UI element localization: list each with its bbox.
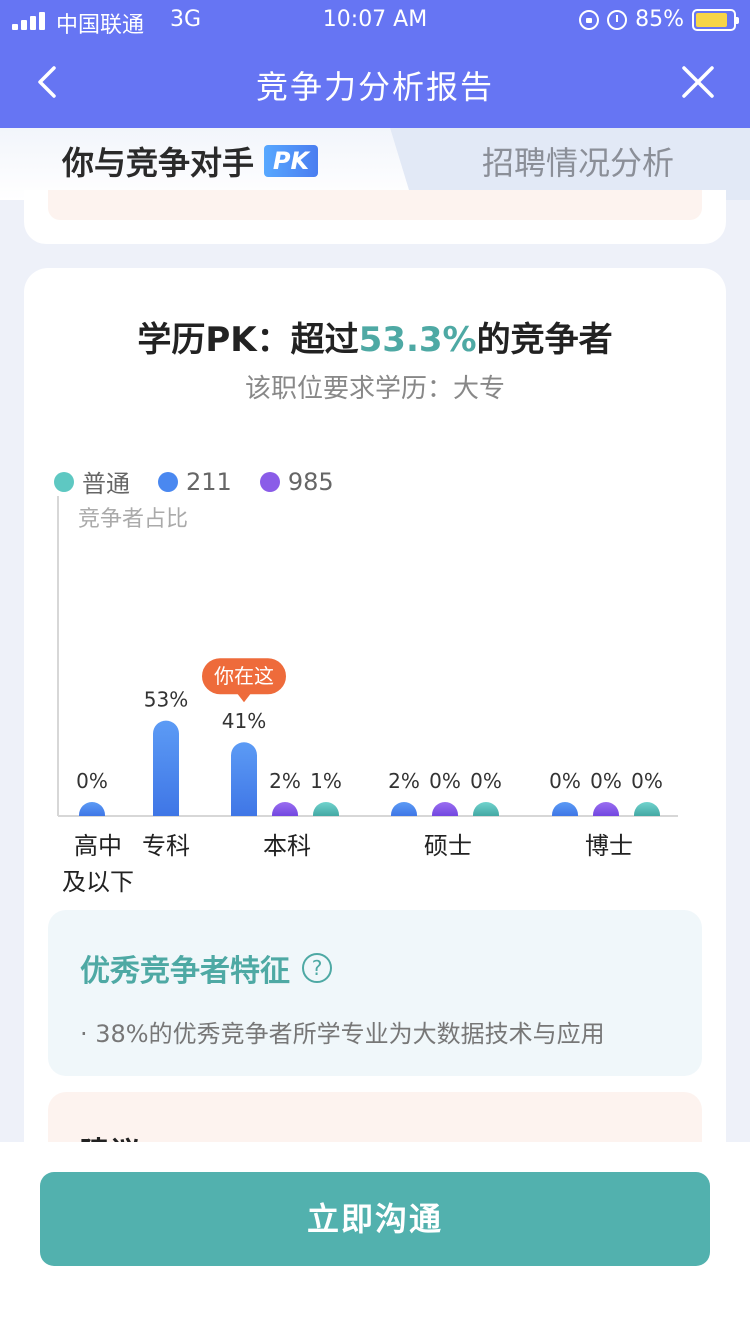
bar-value-label: 41% [222, 709, 266, 733]
legend-item-985: 985 [259, 467, 334, 496]
bar-value-label: 0% [470, 769, 502, 793]
features-title-text: 优秀竞争者特征 [80, 954, 290, 989]
alarm-icon [607, 9, 628, 30]
education-headline: 学历PK：超过53.3%的竞争者 [24, 312, 726, 361]
y-axis-label: 竞争者占比 [78, 507, 188, 532]
contact-now-button[interactable]: 立即沟通 [40, 1172, 710, 1266]
bar-211 [593, 802, 619, 816]
bar-value-label: 0% [76, 769, 108, 793]
bar-211 [432, 802, 458, 816]
tab-recruitment-analysis[interactable]: 招聘情况分析 [482, 144, 675, 182]
bar-211 [272, 802, 298, 816]
required-education: 该职位要求学历：大专 [244, 374, 505, 404]
bottom-bar: 立即沟通 [0, 1142, 750, 1334]
bar-value-label: 2% [269, 769, 301, 793]
carrier-name: 中国联通 [56, 13, 145, 38]
bar-普通 [391, 802, 417, 816]
nav-bar: 竞争力分析报告 [0, 42, 750, 128]
features-title: 优秀竞争者特征 ? [80, 946, 332, 990]
bar-value-label: 0% [631, 769, 663, 793]
bar-普通 [231, 742, 257, 816]
legend-dot-985 [259, 471, 280, 492]
bar-value-label: 2% [388, 769, 420, 793]
chevron-left-icon [38, 66, 56, 98]
legend-item-211: 211 [158, 468, 232, 496]
bar-value-label: 1% [310, 769, 342, 793]
network-type: 3G [170, 7, 202, 32]
legend-label: 211 [186, 467, 232, 496]
bar-value-label: 0% [549, 769, 581, 793]
pk-badge: PK [264, 145, 319, 177]
bar-985 [313, 802, 339, 816]
status-indicators: 85% [579, 7, 739, 32]
bar-value-label: 0% [429, 769, 461, 793]
x-tick-label: 博士 [585, 832, 633, 860]
bar-985 [473, 802, 499, 816]
x-tick-label: 本科 [263, 832, 311, 860]
legend-item-regular: 普通 [54, 464, 130, 499]
education-pk-card: 学历PK：超过53.3%的竞争者 该职位要求学历：大专 普通 211 985 竞… [24, 268, 726, 1168]
question-circle-icon[interactable]: ? [302, 953, 332, 983]
tab-inactive-background [390, 128, 750, 200]
tab-active-background [0, 128, 412, 200]
back-button[interactable] [30, 60, 70, 104]
previous-card-strip [48, 190, 702, 220]
you-are-here-pointer [237, 693, 251, 703]
bar-普通 [153, 720, 179, 816]
legend-label: 普通 [82, 470, 130, 498]
top-header: 中国联通 3G 10:07 AM 85% 竞争力分析报告 [0, 0, 750, 128]
bar-value-label: 53% [144, 688, 188, 712]
close-button[interactable] [676, 60, 720, 104]
status-time: 10:07 AM [322, 7, 428, 32]
legend-dot-regular [54, 471, 74, 492]
x-tick-label: 及以下 [62, 868, 134, 896]
headline-prefix: 学历PK：超过 [137, 320, 359, 360]
legend-label: 985 [287, 467, 334, 496]
legend-dot-211 [158, 471, 178, 492]
you-are-here-bubble [202, 658, 286, 695]
excellent-competitor-features: 优秀竞争者特征 ? · 38%的优秀竞争者所学专业为大数据技术与应用 [48, 910, 702, 1076]
battery-percent: 85% [635, 7, 684, 32]
chart-legend: 普通 211 985 [54, 464, 334, 499]
bar-985 [634, 802, 660, 816]
status-bar: 中国联通 3G 10:07 AM 85% [0, 0, 750, 42]
bar-普通 [552, 802, 578, 816]
tab-label: 你与竞争对手 [62, 144, 255, 182]
tab-bar: 你与竞争对手 PK 招聘情况分析 [0, 128, 750, 200]
previous-card [24, 190, 726, 244]
headline-highlight: 53.3% [358, 320, 477, 360]
page-title: 竞争力分析报告 [255, 68, 494, 106]
headline-suffix: 的竞争者 [476, 320, 613, 360]
feature-item: · 38%的优秀竞争者所学专业为大数据技术与应用 [80, 1020, 605, 1048]
you-are-here-text: 你在这 [214, 664, 274, 688]
x-tick-label: 硕士 [424, 832, 472, 860]
signal-icon [12, 10, 45, 30]
rotation-lock-icon [579, 9, 600, 30]
bar-普通 [79, 802, 105, 816]
close-icon [682, 66, 714, 98]
bar-value-label: 0% [590, 769, 622, 793]
tab-competitor-pk[interactable]: 你与竞争对手 PK [62, 138, 319, 184]
x-tick-label: 专科 [142, 832, 190, 860]
battery-icon [692, 8, 739, 31]
x-tick-label: 高中 [74, 832, 122, 860]
